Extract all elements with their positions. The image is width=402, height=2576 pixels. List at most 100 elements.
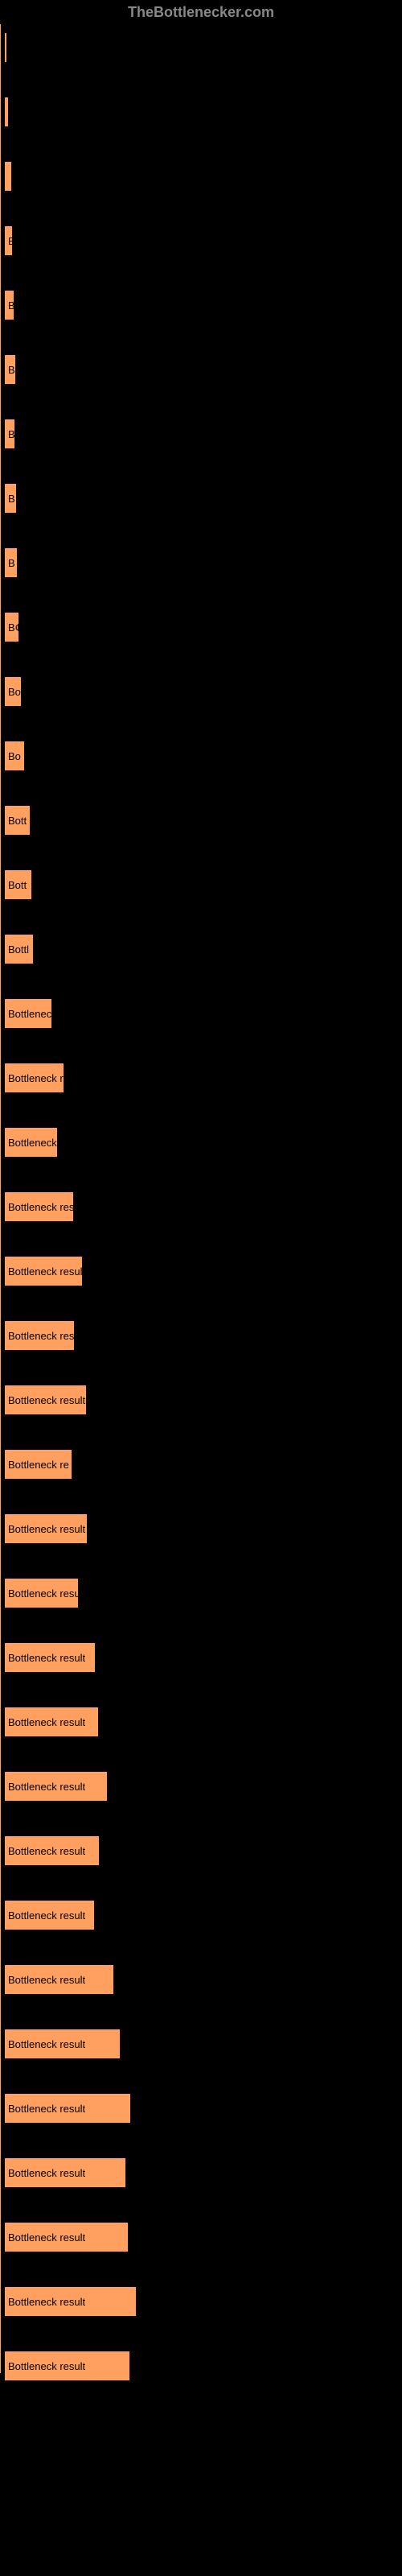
bar-label: Bottleneck result	[5, 2167, 85, 2179]
bar: Bottleneck result	[4, 1256, 83, 1286]
watermark-text: TheBottlenecker.com	[128, 4, 274, 21]
bar-row: Bottleneck resu	[4, 1191, 402, 1222]
bar: Bottleneck result	[4, 2029, 121, 2059]
bar-chart: B B B B B B B¢ Bo Bo Bott Bott Bottl Bottlenec Bottle…	[0, 0, 402, 2381]
bar: Bottlenec	[4, 998, 52, 1029]
bar-row: B	[4, 419, 402, 449]
bar: Bottleneck	[4, 1127, 58, 1158]
bar-row: Bottleneck result	[4, 2222, 402, 2252]
bar-label: Bott	[5, 815, 27, 827]
bar: Bottleneck result	[4, 2157, 126, 2188]
bar-row: Bottleneck result	[4, 1707, 402, 1737]
bar-label: Bottleneck re	[5, 1459, 69, 1471]
bar-label: Bottleneck res	[5, 1072, 64, 1084]
bar-label: B¢	[5, 621, 19, 634]
bar-row: Bottleneck result	[4, 1385, 402, 1415]
bar: Bottleneck result	[4, 1900, 95, 1930]
bar-label: B	[5, 235, 13, 247]
bar: B	[4, 225, 13, 256]
bar-label: Bottlenec	[5, 1008, 51, 1020]
bar-label: Bottleneck result	[5, 1523, 85, 1535]
bar-row: Bottleneck result	[4, 1964, 402, 1995]
bar-row: Bottleneck resu	[4, 1320, 402, 1351]
bar: Bottleneck result	[4, 1642, 96, 1673]
bar: Bottleneck resu	[4, 1320, 75, 1351]
bar-row	[4, 32, 402, 63]
bar-row: Bottleneck result	[4, 1835, 402, 1866]
bar: Bottleneck result	[4, 1964, 114, 1995]
bar-label: Bottleneck result	[5, 2296, 85, 2308]
bar: Bottleneck resu	[4, 1578, 79, 1608]
bar-row	[4, 161, 402, 192]
bar-label: Bo	[5, 686, 21, 698]
bar-label: Bottleneck result	[5, 2360, 85, 2372]
bar: B	[4, 547, 18, 578]
bar-label: Bottleneck result	[5, 1652, 85, 1664]
axis-left-tick	[0, 24, 1, 2373]
bar-row: Bottlenec	[4, 998, 402, 1029]
bar-row: B	[4, 290, 402, 320]
bar	[4, 97, 9, 127]
bar-row: Bo	[4, 676, 402, 707]
bar-row: Bottleneck result	[4, 2157, 402, 2188]
bar-row: Bottleneck result	[4, 1256, 402, 1286]
bar: Bott	[4, 869, 32, 900]
bar: Bottleneck result	[4, 2286, 137, 2317]
bar-label: Bottleneck result	[5, 1974, 85, 1986]
bar: Bottleneck result	[4, 2093, 131, 2124]
bar-row: B	[4, 225, 402, 256]
bar-row: Bottleneck result	[4, 2029, 402, 2059]
bar-label: B	[5, 557, 15, 569]
bar: B¢	[4, 612, 19, 642]
bar-row: Bottleneck result	[4, 2286, 402, 2317]
bar	[4, 161, 12, 192]
bar: Bottleneck result	[4, 2351, 130, 2381]
bar: Bottleneck result	[4, 1513, 88, 1544]
bar-label: Bottleneck resu	[5, 1201, 74, 1213]
bar: Bottleneck result	[4, 1771, 108, 1802]
bar: B	[4, 290, 14, 320]
bar-label: Bottl	[5, 943, 29, 956]
bar-label: Bottleneck result	[5, 1394, 85, 1406]
bar-label: Bottleneck resu	[5, 1330, 75, 1342]
bar-row: B	[4, 354, 402, 385]
bar-row: B	[4, 483, 402, 514]
bar-label: B	[5, 428, 15, 440]
bar-row: Bottleneck	[4, 1127, 402, 1158]
bar-row: Bo	[4, 741, 402, 771]
bar-label: Bottleneck resu	[5, 1587, 79, 1600]
bar: Bott	[4, 805, 31, 836]
bar-label: Bottleneck result	[5, 1716, 85, 1728]
bar-row: Bottl	[4, 934, 402, 964]
bar-label: B	[5, 299, 14, 312]
bar-row: Bottleneck result	[4, 1771, 402, 1802]
bar: Bottleneck result	[4, 1385, 87, 1415]
bar-label: Bottleneck result	[5, 1909, 85, 1922]
bar-label: Bott	[5, 879, 27, 891]
bar: Bottleneck result	[4, 1835, 100, 1866]
bar: Bo	[4, 741, 25, 771]
bar: Bottl	[4, 934, 34, 964]
bar-label: Bo	[5, 750, 21, 762]
bar: Bo	[4, 676, 22, 707]
bar-row: Bottleneck result	[4, 2351, 402, 2381]
bar: B	[4, 419, 15, 449]
bar: Bottleneck res	[4, 1063, 64, 1093]
bar-label: Bottleneck result	[5, 1265, 83, 1278]
bar-row: B¢	[4, 612, 402, 642]
bar-row: Bottleneck re	[4, 1449, 402, 1480]
bar-label: B	[5, 493, 15, 505]
bar-label: Bottleneck result	[5, 2038, 85, 2050]
bar-row	[4, 97, 402, 127]
bar-label: Bottleneck	[5, 1137, 57, 1149]
bar-row: Bottleneck res	[4, 1063, 402, 1093]
bar-row: Bottleneck result	[4, 1642, 402, 1673]
bar-label: Bottleneck result	[5, 2231, 85, 2244]
bar-label: Bottleneck result	[5, 1845, 85, 1857]
bar: Bottleneck result	[4, 2222, 129, 2252]
bar-row: Bott	[4, 805, 402, 836]
bar: B	[4, 483, 17, 514]
bar-label: B	[5, 364, 15, 376]
bar: Bottleneck resu	[4, 1191, 74, 1222]
bar-row: Bottleneck result	[4, 1513, 402, 1544]
